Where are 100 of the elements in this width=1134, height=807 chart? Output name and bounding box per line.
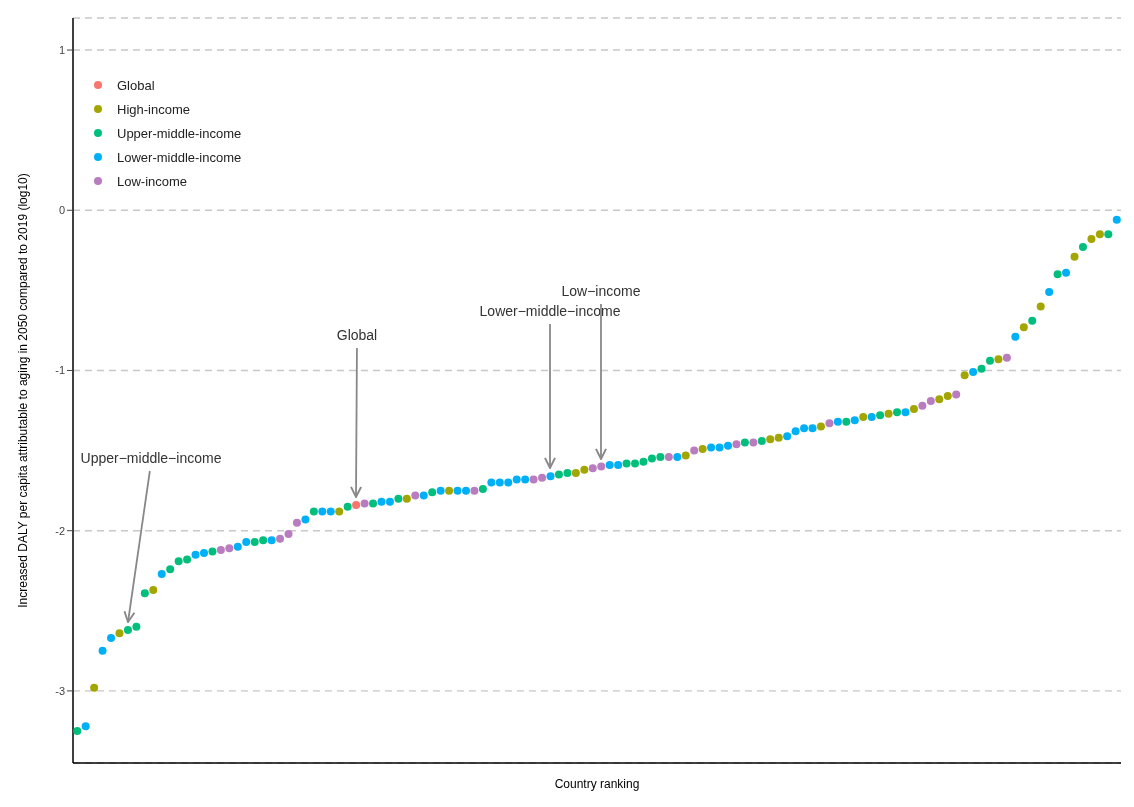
- point: [411, 491, 420, 500]
- legend-label: Lower-middle-income: [117, 149, 242, 165]
- point: [318, 507, 327, 516]
- point: [909, 404, 918, 413]
- y-tick-label: -2: [55, 524, 65, 537]
- point: [445, 486, 454, 495]
- point: [81, 722, 90, 731]
- point: [631, 459, 640, 468]
- legend-label: Global: [117, 77, 155, 93]
- point: [656, 452, 665, 461]
- point: [538, 473, 547, 482]
- point: [123, 626, 132, 635]
- point: [554, 470, 563, 479]
- point: [369, 499, 378, 508]
- y-tick-label: -1: [55, 364, 65, 377]
- point: [859, 412, 868, 421]
- point: [681, 451, 690, 460]
- point: [267, 536, 276, 545]
- point: [1019, 323, 1028, 332]
- point: [563, 469, 572, 478]
- point: [394, 494, 403, 503]
- point: [749, 438, 758, 447]
- point: [1062, 268, 1071, 277]
- point: [309, 507, 318, 516]
- point: [690, 446, 699, 455]
- point: [740, 438, 749, 447]
- point: [969, 368, 978, 377]
- point: [774, 433, 783, 442]
- point: [901, 408, 910, 417]
- y-tick-label: 0: [58, 204, 65, 217]
- point: [783, 432, 792, 441]
- point: [512, 475, 521, 484]
- point: [1053, 270, 1062, 279]
- point: [98, 646, 107, 655]
- point: [724, 441, 732, 450]
- point: [664, 452, 673, 461]
- point: [918, 401, 927, 410]
- annotation: Lower−middle−income: [479, 303, 621, 319]
- point: [233, 542, 242, 551]
- point: [470, 486, 479, 495]
- point: [377, 497, 386, 506]
- point: [292, 518, 301, 527]
- x-axis-title: Country ranking: [554, 777, 640, 791]
- y-tick-label: -3: [55, 684, 65, 697]
- point: [276, 534, 285, 543]
- point: [90, 683, 99, 692]
- point: [157, 569, 166, 578]
- point: [402, 494, 411, 503]
- point: [191, 550, 200, 559]
- legend-label: Upper-middle-income: [117, 125, 242, 141]
- point: [986, 356, 994, 365]
- point: [597, 462, 606, 471]
- point: [588, 464, 597, 473]
- point: [208, 547, 217, 556]
- point: [352, 501, 361, 510]
- point: [436, 486, 445, 495]
- annotation: Global: [336, 327, 378, 343]
- point: [1095, 230, 1104, 239]
- point: [800, 424, 809, 433]
- point: [1036, 302, 1045, 311]
- point: [385, 497, 394, 506]
- point: [1087, 235, 1096, 244]
- point: [715, 443, 724, 452]
- point: [478, 485, 487, 494]
- point: [943, 392, 952, 401]
- point: [698, 444, 707, 453]
- point: [216, 545, 225, 554]
- point: [73, 726, 82, 735]
- point: [605, 461, 614, 469]
- point: [1078, 243, 1087, 252]
- point: [842, 417, 851, 426]
- point: [639, 457, 648, 466]
- point: [453, 486, 462, 495]
- legend-label: Low-income: [117, 173, 188, 189]
- point: [225, 544, 234, 553]
- point: [647, 454, 656, 463]
- point: [242, 537, 251, 546]
- point: [952, 390, 961, 399]
- point: [107, 634, 116, 643]
- point: [546, 472, 555, 481]
- point: [259, 536, 268, 545]
- point: [673, 452, 682, 461]
- point: [935, 395, 944, 404]
- point: [326, 507, 335, 516]
- point: [622, 459, 631, 468]
- point: [977, 364, 986, 373]
- point: [335, 507, 344, 516]
- point: [1011, 332, 1020, 341]
- point: [614, 461, 623, 469]
- point: [521, 475, 530, 484]
- point: [1028, 316, 1037, 325]
- point: [1112, 215, 1121, 224]
- point: [732, 440, 741, 449]
- point: [419, 491, 428, 500]
- point: [495, 478, 504, 487]
- point: [360, 499, 369, 508]
- point: [791, 427, 800, 436]
- point: [462, 486, 470, 495]
- point: [707, 443, 716, 452]
- point: [1002, 353, 1011, 362]
